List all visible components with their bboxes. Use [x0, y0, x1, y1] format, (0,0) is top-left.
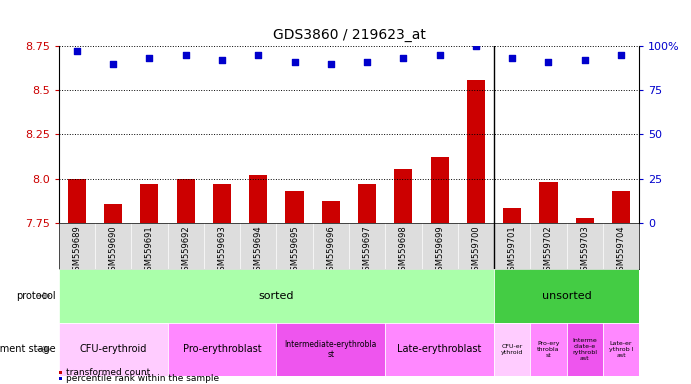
- Point: [144, 55, 155, 61]
- Text: GSM559692: GSM559692: [181, 225, 190, 276]
- Text: Pro-erythroblast: Pro-erythroblast: [182, 344, 261, 354]
- Bar: [167, 323, 276, 376]
- Bar: [140, 184, 158, 384]
- Point: [253, 52, 264, 58]
- Text: GSM559703: GSM559703: [580, 225, 589, 276]
- Text: Late-erythroblast: Late-erythroblast: [397, 344, 482, 354]
- Text: GSM559700: GSM559700: [471, 225, 480, 276]
- Title: GDS3860 / 219623_at: GDS3860 / 219623_at: [272, 28, 426, 42]
- Bar: [494, 269, 639, 323]
- Text: development stage: development stage: [0, 344, 55, 354]
- Text: GSM559697: GSM559697: [363, 225, 372, 276]
- Point: [108, 61, 119, 67]
- Text: CFU-er
ythroid: CFU-er ythroid: [501, 344, 523, 355]
- Text: CFU-erythroid: CFU-erythroid: [79, 344, 147, 354]
- Text: GSM559701: GSM559701: [508, 225, 517, 276]
- Bar: [59, 323, 167, 376]
- Point: [543, 59, 554, 65]
- Bar: [213, 184, 231, 384]
- Text: GSM559689: GSM559689: [73, 225, 82, 276]
- Point: [579, 57, 590, 63]
- Bar: [540, 182, 558, 384]
- Text: Intermediate-erythrobla
st: Intermediate-erythrobla st: [285, 340, 377, 359]
- Bar: [467, 79, 485, 384]
- Text: Interme
diate-e
rythrobl
ast: Interme diate-e rythrobl ast: [572, 338, 597, 361]
- Bar: [612, 191, 630, 384]
- Bar: [59, 269, 494, 323]
- Bar: [494, 323, 531, 376]
- Bar: [249, 175, 267, 384]
- Point: [616, 52, 627, 58]
- Bar: [386, 323, 494, 376]
- Point: [289, 59, 300, 65]
- Text: unsorted: unsorted: [542, 291, 591, 301]
- Bar: [276, 323, 385, 376]
- Bar: [503, 208, 521, 384]
- Text: sorted: sorted: [258, 291, 294, 301]
- Point: [434, 52, 445, 58]
- Text: Late-er
ythrob l
ast: Late-er ythrob l ast: [609, 341, 633, 358]
- Bar: [430, 157, 448, 384]
- Point: [180, 52, 191, 58]
- Text: GSM559695: GSM559695: [290, 225, 299, 276]
- Point: [325, 61, 337, 67]
- Bar: [603, 323, 639, 376]
- Text: Pro-ery
throbla
st: Pro-ery throbla st: [537, 341, 560, 358]
- Text: transformed count: transformed count: [66, 367, 150, 377]
- Text: GSM559698: GSM559698: [399, 225, 408, 276]
- Bar: [358, 184, 376, 384]
- Text: GSM559704: GSM559704: [616, 225, 625, 276]
- Bar: [285, 191, 303, 384]
- Point: [507, 55, 518, 61]
- Bar: [576, 218, 594, 384]
- Bar: [68, 179, 86, 384]
- Text: GSM559702: GSM559702: [544, 225, 553, 276]
- Bar: [177, 179, 195, 384]
- Text: protocol: protocol: [16, 291, 55, 301]
- Point: [471, 43, 482, 49]
- Text: GSM559696: GSM559696: [326, 225, 335, 276]
- Point: [398, 55, 409, 61]
- Text: GSM559690: GSM559690: [108, 225, 117, 276]
- Bar: [531, 323, 567, 376]
- Bar: [322, 200, 340, 384]
- Bar: [395, 169, 413, 384]
- Text: GSM559694: GSM559694: [254, 225, 263, 276]
- Point: [361, 59, 372, 65]
- Text: GSM559699: GSM559699: [435, 225, 444, 276]
- Point: [71, 48, 82, 55]
- Text: GSM559693: GSM559693: [218, 225, 227, 276]
- Bar: [567, 323, 603, 376]
- Text: GSM559691: GSM559691: [145, 225, 154, 276]
- Text: percentile rank within the sample: percentile rank within the sample: [66, 374, 218, 383]
- Point: [216, 57, 227, 63]
- Bar: [104, 204, 122, 384]
